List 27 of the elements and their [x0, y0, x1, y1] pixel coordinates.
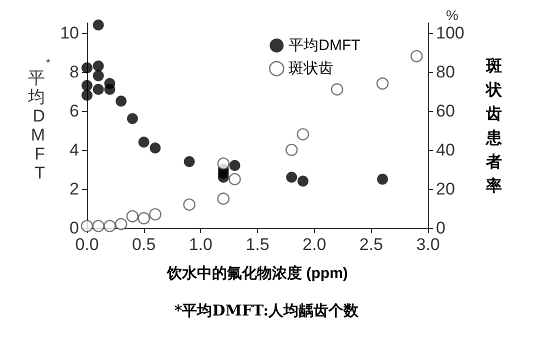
y2-tick-label: 60 — [436, 101, 455, 120]
x-tick-label: 1.0 — [188, 235, 212, 254]
y2-tick-label: 80 — [436, 62, 455, 82]
x-tick-label: 3.0 — [416, 235, 440, 254]
y2-tick-label: 100 — [436, 23, 464, 42]
x-tick-label: 0.5 — [132, 235, 156, 254]
x-tick-label: 2.0 — [302, 235, 326, 254]
y2-tick-label: 40 — [436, 140, 455, 160]
y-axis-title: 平均DMFT — [27, 68, 45, 182]
x-tick-label: 2.5 — [359, 235, 383, 254]
x-tick-label: 0.0 — [75, 235, 99, 254]
y2-axis-title: 斑状齿患者率 — [485, 56, 503, 195]
text: * — [46, 58, 51, 70]
y-tick-label: 8 — [70, 62, 79, 82]
y-tick-label: 6 — [70, 101, 79, 120]
y2-tick-label: 0 — [436, 218, 446, 238]
y-tick-label: 10 — [60, 23, 79, 42]
y-tick-label: 2 — [70, 179, 79, 198]
y-tick-label: 0 — [70, 218, 79, 238]
y-tick-label: 4 — [70, 140, 79, 160]
text: *平均DMFT:人均龋齿个数 — [174, 302, 360, 320]
text: % — [446, 7, 458, 23]
legend-label: 平均DMFT — [288, 37, 360, 54]
legend-label: 斑状齿 — [288, 60, 334, 78]
x-tick-label: 1.5 — [246, 235, 270, 254]
x-axis-title: 饮水中的氟化物浓度 (ppm) — [166, 264, 348, 282]
y2-tick-label: 20 — [436, 179, 455, 198]
